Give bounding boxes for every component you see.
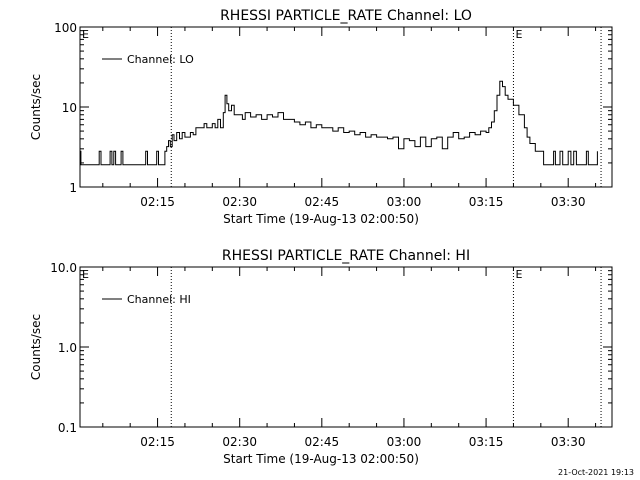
chart-panel-2: RHESSI PARTICLE_RATE Channel: HI Counts/s… <box>29 248 613 466</box>
y-tick-label: 10.0 <box>50 261 77 275</box>
x-tick-label: 03:00 <box>387 195 422 209</box>
plot-timestamp: 21-Oct-2021 19:13 <box>558 468 634 477</box>
x-tick-label: 03:15 <box>469 195 504 209</box>
x-axis-label: Start Time (19-Aug-13 02:00:50) <box>223 452 419 466</box>
x-tick-label: 02:30 <box>222 435 257 449</box>
plot-frame <box>79 26 613 188</box>
legend-label: Channel: LO <box>127 53 194 66</box>
y-tick-label: 0.1 <box>58 421 77 435</box>
y-tick-label: 100 <box>54 21 77 35</box>
legend-label: Channel: HI <box>127 293 191 306</box>
corner-marker-label: E <box>82 268 89 281</box>
x-tick-label: 02:45 <box>305 435 340 449</box>
y-tick-label: 1.0 <box>58 341 77 355</box>
y-tick-label: 10 <box>62 101 77 115</box>
y-axis-label: Counts/sec <box>29 314 43 380</box>
time-marker-label: E <box>515 268 522 281</box>
series-line <box>80 80 598 166</box>
y-axis-label: Counts/sec <box>29 74 43 140</box>
x-tick-label: 03:15 <box>469 435 504 449</box>
x-tick-label: 02:15 <box>140 435 175 449</box>
corner-marker-label: E <box>82 28 89 41</box>
x-tick-label: 03:30 <box>551 435 586 449</box>
chart-title: RHESSI PARTICLE_RATE Channel: HI <box>222 248 470 264</box>
chart-panel-1: RHESSI PARTICLE_RATE Channel: LO Counts/s… <box>29 8 613 226</box>
y-tick-label: 1 <box>69 181 77 195</box>
x-tick-label: 03:30 <box>551 195 586 209</box>
plot-frame <box>79 266 613 428</box>
x-tick-label: 02:45 <box>305 195 340 209</box>
x-tick-label: 03:00 <box>387 435 422 449</box>
x-tick-label: 02:30 <box>222 195 257 209</box>
time-marker-label: E <box>515 28 522 41</box>
x-axis-label: Start Time (19-Aug-13 02:00:50) <box>223 212 419 226</box>
x-tick-label: 02:15 <box>140 195 175 209</box>
chart-title: RHESSI PARTICLE_RATE Channel: LO <box>220 8 472 24</box>
